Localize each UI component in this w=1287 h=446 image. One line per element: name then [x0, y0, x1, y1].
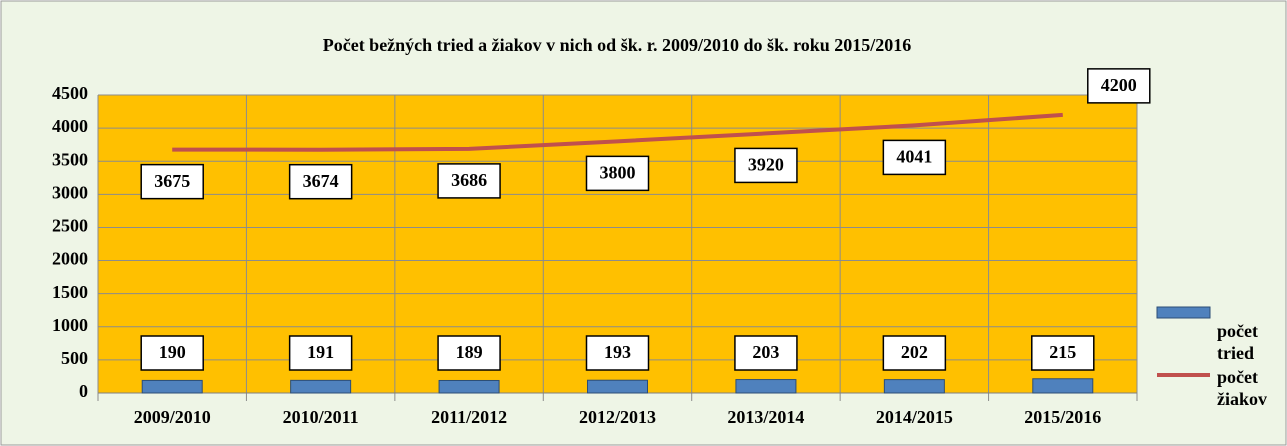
data-label-box [140, 163, 204, 200]
data-label: 215 [1049, 342, 1076, 362]
data-label-box [585, 155, 650, 192]
x-tick-label: 2013/2014 [727, 407, 804, 427]
data-label: 189 [456, 342, 483, 362]
chart-title: Počet bežných tried a žiakov v nich od š… [323, 35, 912, 55]
data-label-box [882, 139, 947, 176]
y-tick-label: 3500 [52, 149, 88, 169]
x-tick-label: 2009/2010 [134, 407, 211, 427]
legend-swatch [1156, 306, 1211, 319]
data-label: 202 [901, 342, 928, 362]
data-label: 190 [159, 342, 186, 362]
y-tick-label: 0 [79, 381, 88, 401]
data-label: 191 [307, 342, 334, 362]
data-label-box [734, 335, 798, 371]
data-label: 4200 [1101, 75, 1137, 95]
bar [290, 379, 352, 394]
data-label: 3674 [303, 171, 339, 191]
data-label: 3675 [154, 171, 190, 191]
data-label-box [437, 335, 501, 371]
bar [735, 379, 797, 394]
y-tick-label: 2000 [52, 249, 88, 269]
data-label-box [585, 335, 650, 371]
data-label: 193 [604, 342, 631, 362]
data-label: 3920 [748, 155, 784, 175]
y-tick-label: 2500 [52, 216, 88, 236]
data-label-box [140, 335, 204, 371]
data-label-box [288, 335, 353, 371]
data-label: 3686 [451, 170, 487, 190]
bar [1032, 378, 1094, 394]
data-label-box [288, 163, 353, 200]
data-label: 3800 [600, 162, 636, 182]
bar [883, 379, 945, 394]
data-label-box [437, 163, 501, 199]
x-tick-label: 2010/2011 [283, 407, 359, 427]
bar [141, 379, 203, 394]
x-tick-label: 2015/2016 [1024, 407, 1101, 427]
line [172, 112, 1063, 152]
data-label-box [1031, 335, 1095, 371]
y-tick-label: 1000 [52, 315, 88, 335]
x-tick-label: 2011/2012 [431, 407, 507, 427]
y-tick-label: 4500 [52, 83, 88, 103]
data-label: 4041 [896, 147, 932, 167]
y-tick-label: 4000 [52, 116, 88, 136]
data-label-box [882, 335, 947, 371]
y-tick-label: 500 [61, 348, 88, 368]
data-label: 203 [752, 342, 779, 362]
legend-label: počet tried [1217, 321, 1258, 363]
y-tick-label: 3000 [52, 182, 88, 202]
legend-label: počet žiakov [1217, 367, 1268, 409]
x-tick-label: 2012/2013 [579, 407, 656, 427]
data-label-box [1087, 68, 1151, 104]
data-label-box [734, 147, 798, 184]
y-tick-label: 1500 [52, 282, 88, 302]
bar [587, 379, 648, 394]
x-tick-label: 2014/2015 [876, 407, 953, 427]
bar [438, 379, 500, 394]
